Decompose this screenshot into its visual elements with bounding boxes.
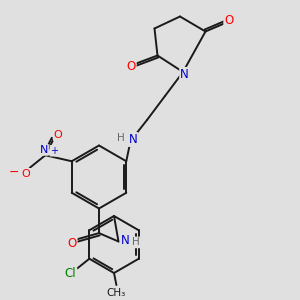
- Text: N: N: [180, 68, 189, 81]
- Text: +: +: [50, 146, 58, 156]
- Text: N: N: [128, 133, 137, 146]
- Text: N: N: [40, 145, 48, 155]
- Text: N: N: [121, 234, 130, 247]
- Text: O: O: [54, 130, 63, 140]
- Text: Cl: Cl: [64, 267, 76, 280]
- Text: −: −: [9, 166, 20, 179]
- Text: O: O: [224, 14, 233, 28]
- Text: O: O: [68, 237, 76, 250]
- Text: H: H: [132, 237, 140, 248]
- Text: H: H: [117, 133, 125, 143]
- Text: CH₃: CH₃: [107, 288, 126, 298]
- Text: O: O: [127, 59, 136, 73]
- Text: O: O: [22, 169, 31, 179]
